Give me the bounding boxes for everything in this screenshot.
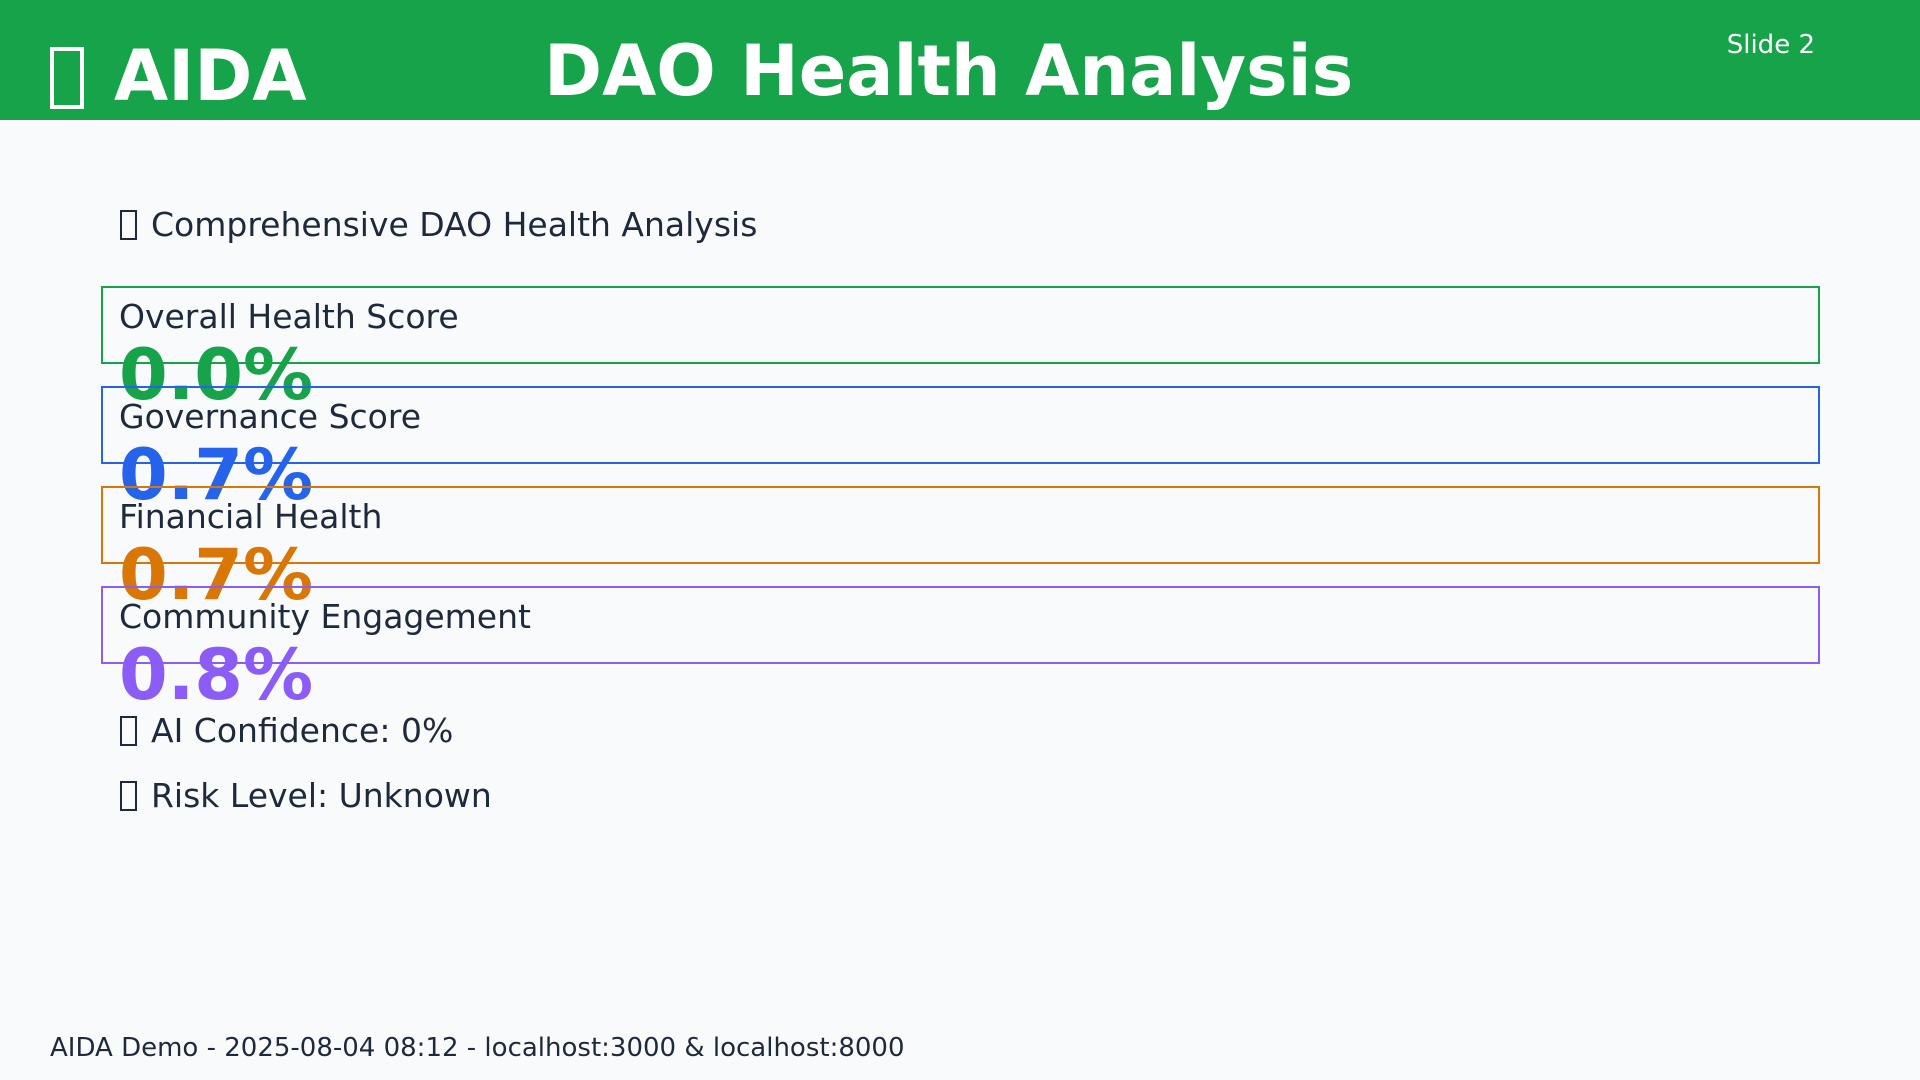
missing-glyph-icon <box>120 781 137 811</box>
section-subtitle: Comprehensive DAO Health Analysis <box>120 206 757 241</box>
metric-label: Governance Score <box>119 397 421 436</box>
metric-financial-health: Financial Health 0.7% <box>101 486 1820 610</box>
section-subtitle-text: Comprehensive DAO Health Analysis <box>151 205 758 244</box>
metric-overall-health: Overall Health Score 0.0% <box>101 286 1820 410</box>
brand: AIDA <box>50 36 307 116</box>
ai-confidence-text: AI Confidence: 0% <box>151 711 454 750</box>
metric-label: Overall Health Score <box>119 297 459 336</box>
ai-confidence: AI Confidence: 0% <box>120 712 453 747</box>
metric-community-engagement: Community Engagement 0.8% <box>101 586 1820 710</box>
risk-level-text: Risk Level: Unknown <box>151 776 492 815</box>
metric-label: Community Engagement <box>119 597 531 636</box>
metric-value: 0.7% <box>119 534 314 616</box>
slide-number: Slide 2 <box>1726 30 1815 60</box>
risk-level: Risk Level: Unknown <box>120 777 492 812</box>
slide-title: DAO Health Analysis <box>544 30 1354 112</box>
metric-value: 0.7% <box>119 434 314 516</box>
slide-footer: AIDA Demo - 2025-08-04 08:12 - localhost… <box>50 1033 905 1063</box>
metric-governance-score: Governance Score 0.7% <box>101 386 1820 510</box>
missing-glyph-icon <box>120 210 137 240</box>
missing-glyph-icon <box>50 47 84 109</box>
metric-value: 0.8% <box>119 634 314 716</box>
slide-header: AIDA DAO Health Analysis Slide 2 <box>0 0 1920 120</box>
missing-glyph-icon <box>120 716 137 746</box>
metric-label: Financial Health <box>119 497 383 536</box>
brand-name: AIDA <box>114 35 307 117</box>
metric-value: 0.0% <box>119 334 314 416</box>
